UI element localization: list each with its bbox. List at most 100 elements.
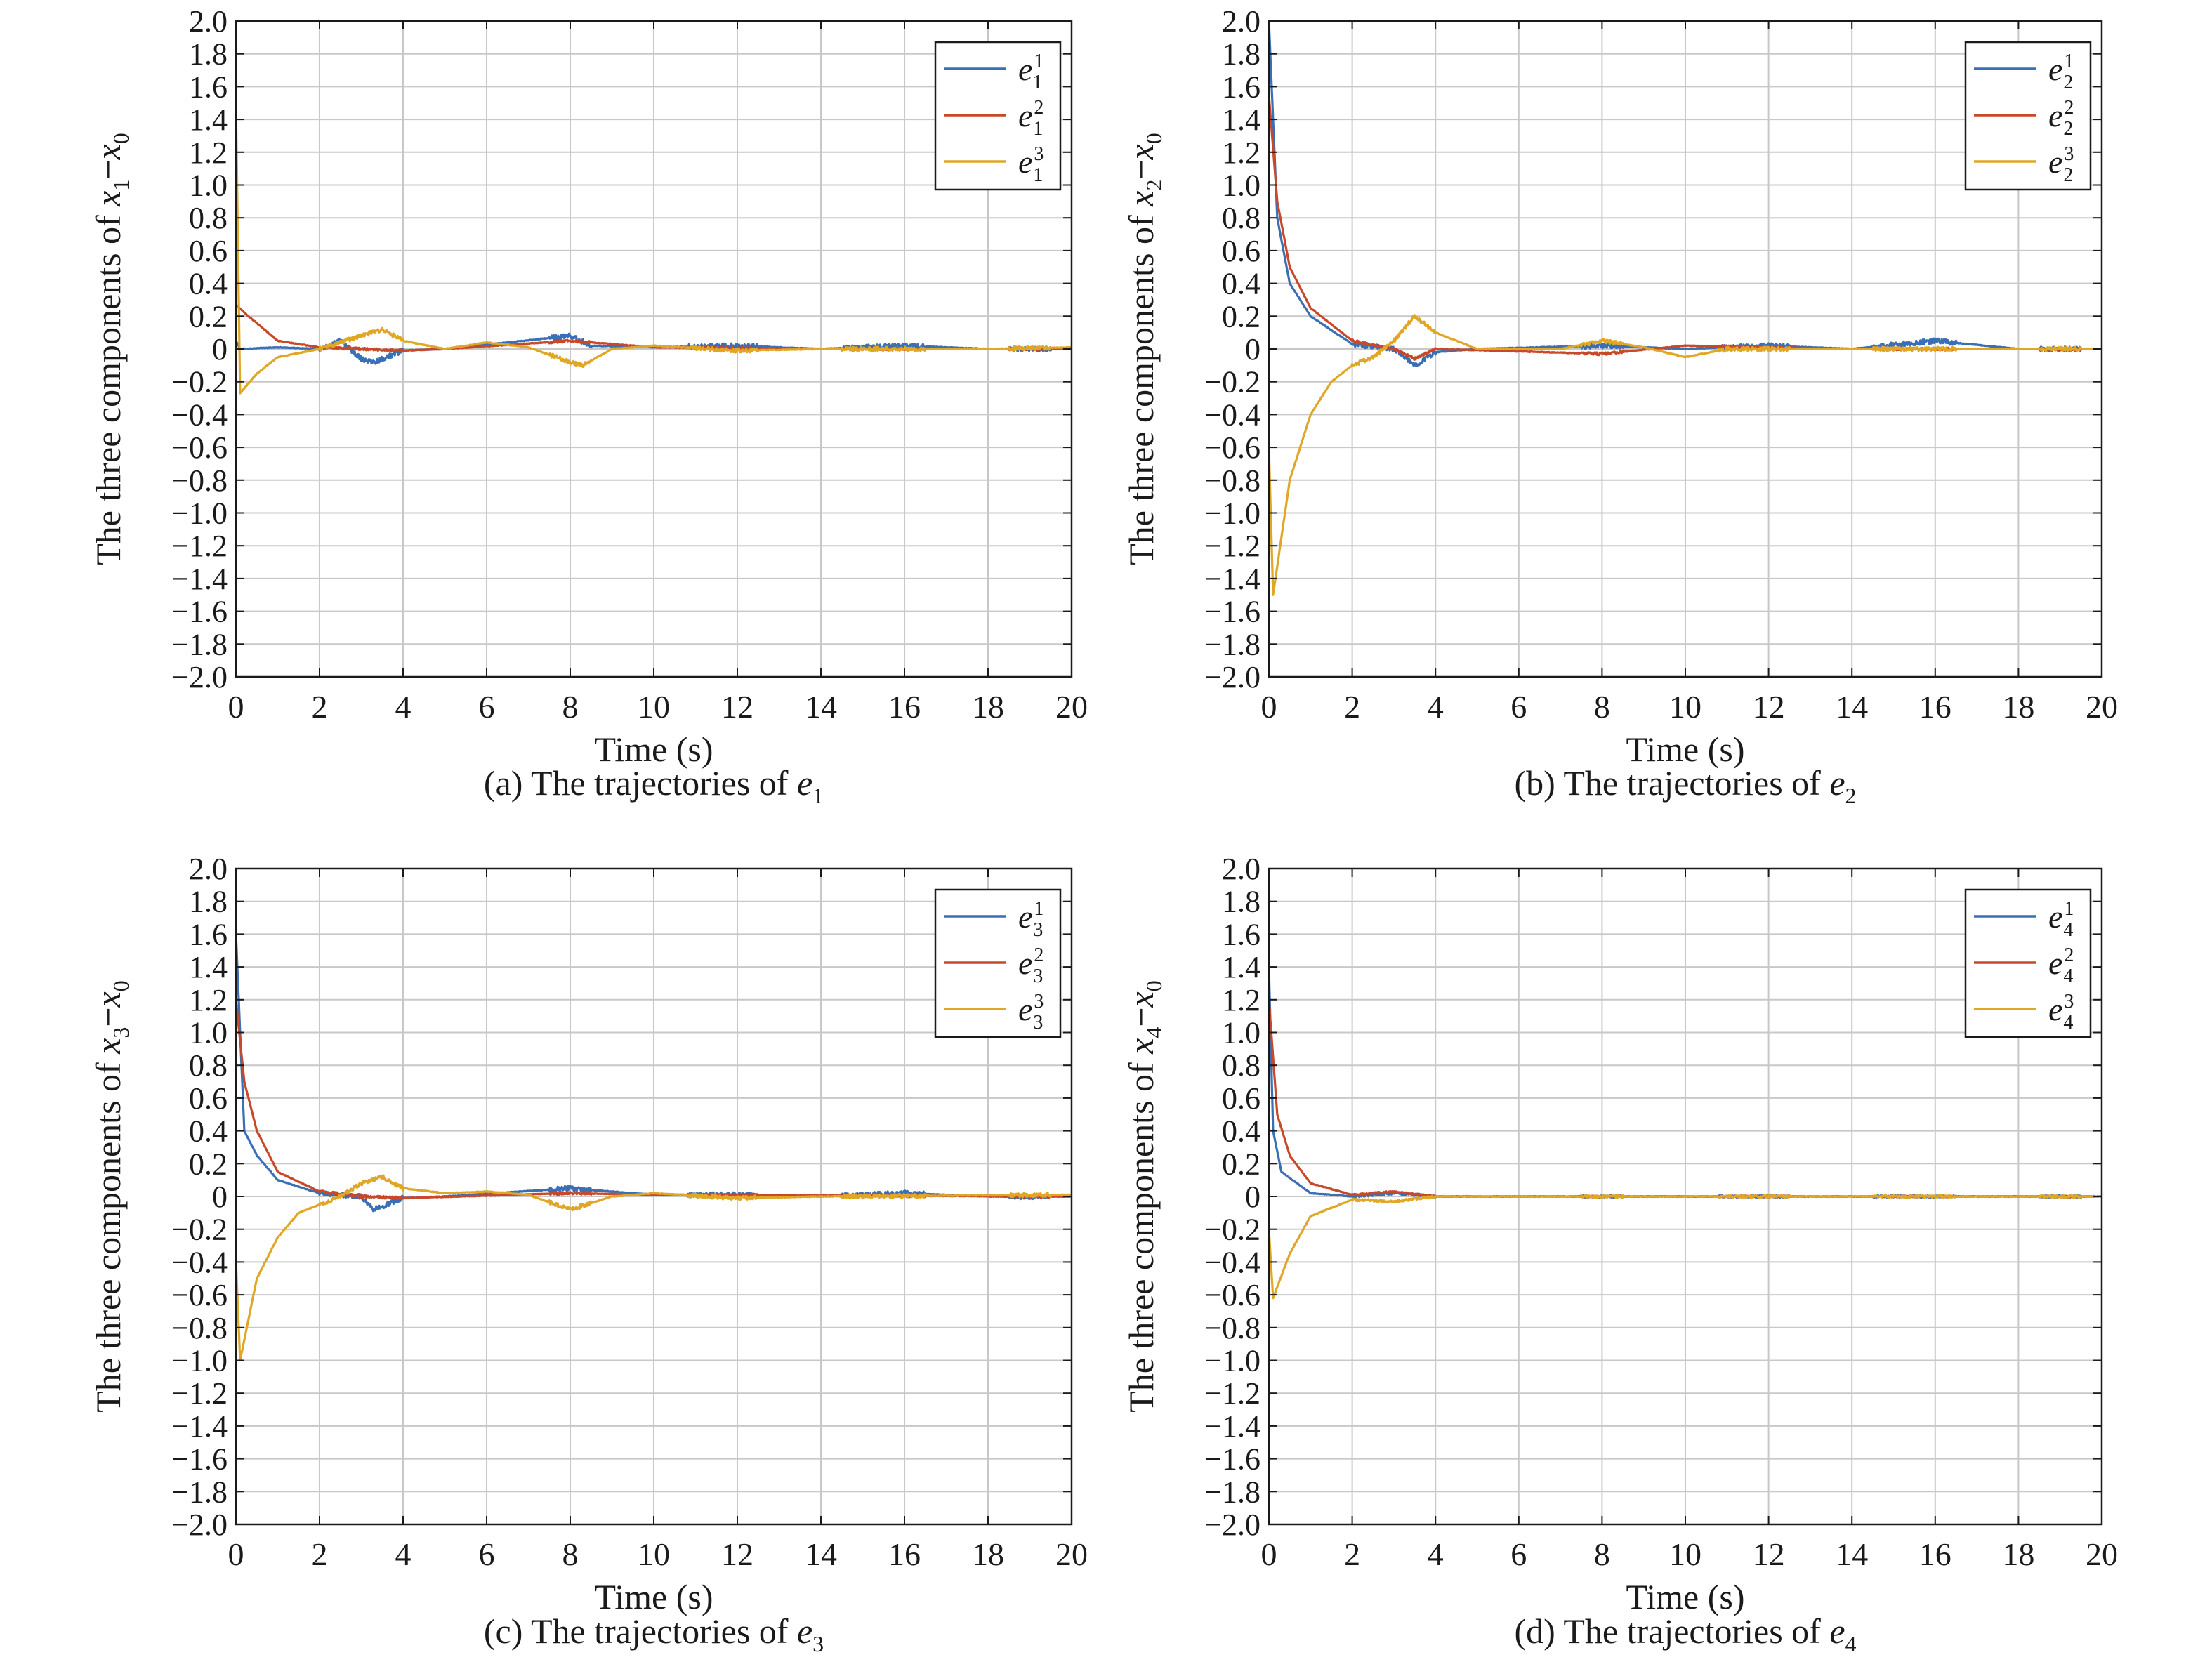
chart-caption: (a) The trajectories of e1 — [484, 763, 824, 808]
y-tick-labels: 2.01.81.61.41.21.00.80.60.40.20−0.2−0.4−… — [171, 4, 1072, 694]
y-tick-label: −0.8 — [171, 1311, 228, 1345]
x-tick-label: 10 — [638, 689, 670, 725]
y-tick-label: −0.6 — [1204, 1278, 1260, 1312]
x-tick-label: 8 — [562, 1536, 579, 1572]
y-tick-label: −1.6 — [171, 1442, 228, 1477]
legend-label-2: e2 2 — [2048, 97, 2074, 140]
y-tick-label: −1.8 — [1204, 627, 1260, 661]
y-tick-label: −0.4 — [171, 397, 228, 432]
y-tick-label: −1.2 — [171, 529, 228, 563]
chart-3: 0 2 4 6 8 10 12 14 16 18 202.01.81.61.41.21.00.80.… — [1121, 852, 2118, 1656]
y-tick-label: −0.4 — [1204, 397, 1260, 432]
y-tick-label: 0.4 — [1222, 267, 1260, 301]
legend: e1 2 e2 2 e3 2 — [1964, 41, 2092, 191]
x-tick-label: 12 — [1753, 689, 1785, 725]
y-tick-label: 0.8 — [1222, 201, 1260, 235]
y-tick-label: −2.0 — [1204, 660, 1260, 694]
y-tick-label: 2.0 — [189, 852, 228, 886]
x-tick-label: 14 — [1836, 689, 1868, 725]
y-tick-label: 1.0 — [189, 169, 228, 203]
x-tick-label: 18 — [972, 689, 1004, 725]
x-tick-label: 16 — [888, 1536, 921, 1572]
x-tick-label: 20 — [1055, 689, 1088, 725]
chart-caption: (c) The trajectories of e3 — [484, 1611, 824, 1656]
y-tick-label: 0.6 — [189, 234, 228, 268]
series-lines — [1269, 21, 2102, 596]
x-tick-label: 0 — [228, 689, 244, 725]
series-line-3 — [236, 106, 1072, 395]
y-tick-labels: 2.01.81.61.41.21.00.80.60.40.20−0.2−0.4−… — [1204, 852, 2102, 1542]
y-tick-label: 0.2 — [189, 299, 228, 334]
y-tick-label: 1.6 — [189, 917, 228, 951]
x-tick-label: 20 — [2086, 1536, 2118, 1572]
x-tick-label: 6 — [479, 689, 495, 725]
y-tick-label: 2.0 — [189, 4, 228, 39]
y-tick-label: −0.2 — [171, 365, 228, 400]
y-tick-label: 1.8 — [1222, 885, 1260, 919]
x-tick-label: 4 — [395, 1536, 412, 1572]
y-tick-label: −1.6 — [1204, 595, 1260, 629]
y-tick-label: 1.2 — [189, 983, 228, 1017]
x-tick-label: 4 — [1428, 1536, 1444, 1572]
x-axis-label: Time (s) — [1626, 730, 1744, 769]
y-tick-label: 1.8 — [189, 37, 228, 72]
x-tick-label: 12 — [721, 1536, 753, 1572]
x-tick-label: 6 — [1510, 1536, 1527, 1572]
chart-caption: (b) The trajectories of e2 — [1514, 763, 1856, 808]
y-tick-label: −0.8 — [1204, 463, 1260, 498]
y-tick-label: −1.0 — [171, 496, 228, 531]
legend: e1 3 e2 3 e3 3 — [934, 888, 1062, 1038]
x-tick-label: 16 — [1919, 1536, 1951, 1572]
y-tick-label: 0 — [212, 332, 228, 367]
x-tick-label: 8 — [1594, 689, 1610, 725]
y-tick-label: 0.4 — [189, 1114, 228, 1149]
y-tick-label: −1.4 — [1204, 562, 1260, 596]
chart-1: 0 2 4 6 8 10 12 14 16 18 202.01.81.61.41.21.00.80.… — [1121, 4, 2118, 808]
y-tick-label: 2.0 — [1222, 852, 1260, 886]
x-tick-label: 2 — [312, 1536, 328, 1572]
y-tick-label: 1.8 — [1222, 37, 1260, 72]
y-tick-label: −0.6 — [1204, 430, 1260, 465]
y-tick-label: 0.6 — [1222, 1081, 1260, 1116]
y-tick-label: 0.6 — [189, 1081, 228, 1116]
x-tick-label: 2 — [1344, 1536, 1360, 1572]
legend-label-1: e1 1 — [1018, 51, 1043, 93]
x-tick-label: 16 — [888, 689, 921, 725]
series-line-3 — [236, 1174, 1072, 1362]
y-tick-labels: 2.01.81.61.41.21.00.80.60.40.20−0.2−0.4−… — [1204, 4, 2102, 694]
y-tick-label: −1.0 — [171, 1344, 228, 1378]
y-tick-label: 1.4 — [1222, 950, 1260, 984]
x-tick-label: 6 — [1510, 689, 1527, 725]
y-tick-label: 1.0 — [1222, 169, 1260, 203]
chart-2: 0 2 4 6 8 10 12 14 16 18 202.01.81.61.41.21.00.80.… — [88, 852, 1088, 1656]
x-tick-label: 18 — [2002, 1536, 2034, 1572]
legend-label-2: e2 4 — [2048, 944, 2074, 987]
y-axis-label: The three components of x3−x0 — [88, 980, 133, 1413]
y-tick-label: 1.6 — [1222, 70, 1260, 104]
y-tick-label: −1.0 — [1204, 496, 1260, 531]
x-tick-label: 10 — [1669, 689, 1701, 725]
series-line-3 — [1269, 1194, 2102, 1300]
x-axis-label: Time (s) — [594, 1577, 713, 1616]
y-tick-label: 0.2 — [189, 1147, 228, 1181]
y-tick-label: −1.4 — [1204, 1409, 1260, 1444]
y-tick-label: 1.0 — [1222, 1016, 1260, 1050]
y-tick-label: 0.8 — [189, 201, 228, 235]
y-tick-label: 0.6 — [1222, 234, 1260, 268]
x-tick-labels: 0 2 4 6 8 10 12 14 16 18 20 — [1261, 21, 2118, 725]
y-tick-label: −0.4 — [1204, 1245, 1260, 1279]
y-tick-label: −1.4 — [171, 562, 228, 596]
chart-0: 0 2 4 6 8 10 12 14 16 18 202.01.81.61.41.21.00.80.… — [88, 4, 1088, 808]
y-tick-label: 1.4 — [189, 950, 228, 984]
legend-label-1: e1 4 — [2048, 898, 2074, 941]
x-tick-label: 18 — [972, 1536, 1004, 1572]
x-tick-label: 10 — [638, 1536, 670, 1572]
x-tick-label: 2 — [312, 689, 328, 725]
y-tick-label: 0.8 — [1222, 1048, 1260, 1083]
x-tick-label: 4 — [1428, 689, 1444, 725]
y-tick-label: −0.2 — [1204, 365, 1260, 400]
y-tick-label: −1.6 — [171, 595, 228, 629]
y-tick-label: 1.6 — [1222, 917, 1260, 951]
